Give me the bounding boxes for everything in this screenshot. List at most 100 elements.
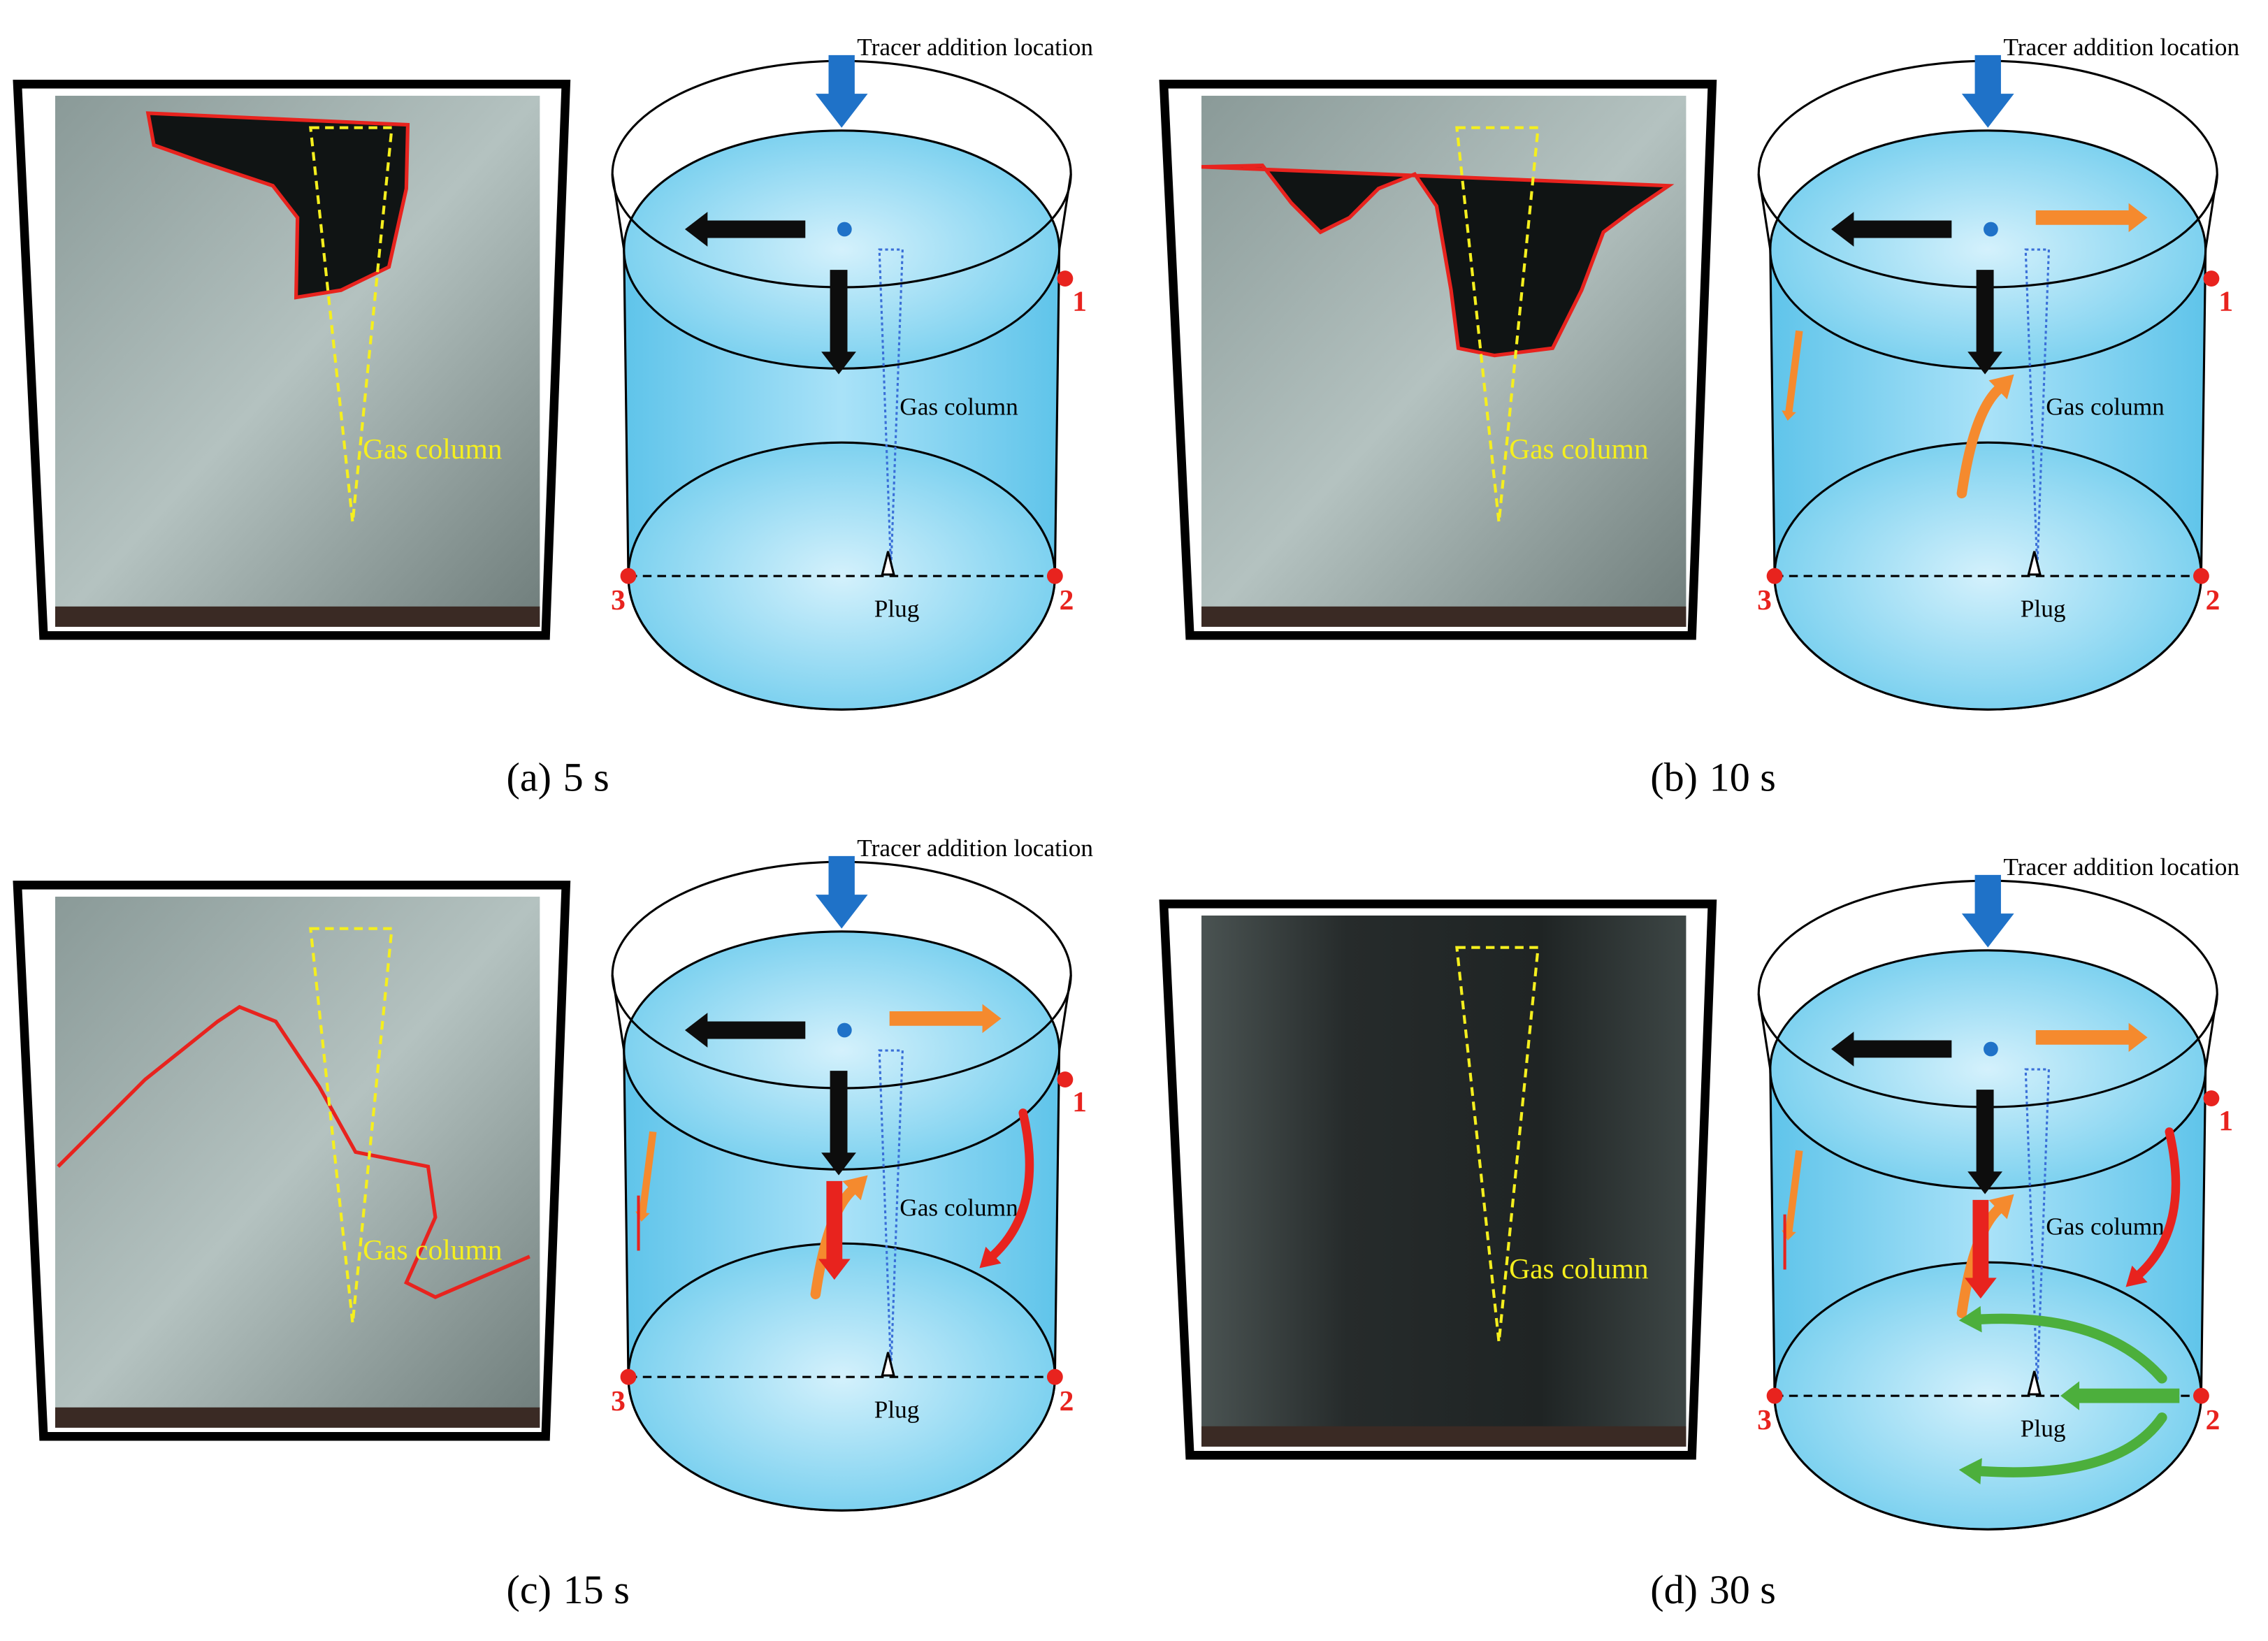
rim-side (611, 974, 626, 1051)
point-label: 2 (1060, 584, 1074, 616)
point-label: 2 (1060, 1385, 1074, 1417)
injection-point (837, 222, 852, 237)
plug-label: Plug (874, 595, 920, 622)
arrow (1782, 1150, 1803, 1241)
photo-label: Gas column (363, 1234, 503, 1266)
tracer-label: Tracer addition location (857, 834, 1093, 862)
arrow (684, 212, 806, 247)
arrow (815, 55, 868, 128)
gas-column-outline (1455, 946, 1540, 1343)
plug (881, 1352, 895, 1377)
arrow (1967, 270, 2003, 375)
rim-side (2204, 993, 2218, 1070)
arrow-head (2125, 1265, 2148, 1287)
arrow (1961, 55, 2014, 128)
photo-label: Gas column (1509, 1252, 1649, 1285)
curved-arrow (1976, 1412, 2167, 1477)
tracer-boundary (1201, 164, 1675, 358)
caption-time: 15 s (563, 1567, 630, 1612)
measure-point (1046, 1368, 1063, 1385)
point-label: 1 (2218, 284, 2233, 317)
plug (2027, 1371, 2042, 1396)
gas-column-label: Gas column (900, 393, 1018, 421)
injection-point (1984, 222, 1998, 237)
curved-arrow (1956, 384, 2003, 499)
injection-point (1984, 1041, 1998, 1057)
tracer-label: Tracer addition location (857, 34, 1093, 61)
caption-label: (b) (1650, 754, 1698, 800)
arrow (889, 1004, 1002, 1034)
arrow (635, 1131, 657, 1222)
photo-bottom (1201, 1426, 1686, 1447)
caption-time: 30 s (1710, 1567, 1776, 1612)
rim-side (1757, 173, 1772, 250)
measure-point (2193, 1387, 2209, 1404)
measure-point (2193, 568, 2209, 584)
arrow (1961, 874, 2014, 948)
measure-point (1046, 568, 1063, 584)
tracer-label: Tracer addition location (2003, 853, 2239, 881)
measure-point (1057, 1071, 1074, 1087)
photo (1201, 915, 1686, 1447)
caption-label: (d) (1650, 1567, 1698, 1612)
arrow (1965, 1199, 1997, 1299)
point-label: 1 (1072, 284, 1087, 317)
arrow-head (842, 1175, 868, 1201)
photo-label: Gas column (1509, 433, 1649, 465)
gas-column (878, 248, 904, 569)
point-label: 3 (611, 1385, 626, 1417)
arrow (1831, 212, 1952, 247)
point-label: 2 (2206, 584, 2220, 616)
measure-point (620, 1368, 637, 1385)
gas-column-outline (309, 126, 393, 523)
point-label: 1 (1072, 1085, 1087, 1118)
point-label: 1 (2218, 1104, 2233, 1136)
panel: Gas column Tracer addition location Gas co… (1159, 34, 2239, 711)
arrow-head (1988, 374, 2014, 400)
arrow (1782, 330, 1803, 421)
measure-point (1057, 270, 1074, 287)
tracer-boundary (145, 111, 410, 300)
caption-label: (c) (506, 1567, 551, 1612)
arrow (815, 855, 868, 929)
gas-column-label: Gas column (2046, 1213, 2165, 1241)
curved-arrow (989, 1108, 1034, 1259)
arrow (684, 1013, 806, 1048)
plug-label: Plug (2021, 595, 2066, 622)
plug-label: Plug (2021, 1415, 2066, 1442)
arrow-head (1958, 1458, 1982, 1484)
gas-column (878, 1049, 904, 1370)
plug (881, 551, 895, 576)
photo (55, 896, 540, 1428)
arrow (818, 1180, 851, 1280)
point-label: 3 (611, 584, 626, 616)
point-label: 2 (2206, 1403, 2220, 1436)
arrow-head (1958, 1306, 1982, 1333)
panel: Gas column Tracer addition location Gas co… (1159, 853, 2239, 1531)
curved-arrow (1976, 1313, 2167, 1384)
caption-time: 5 s (563, 754, 609, 800)
arrow (2035, 203, 2148, 233)
arrow (2060, 1381, 2180, 1410)
photo-bottom (55, 606, 540, 627)
tracer-boundary (57, 1004, 530, 1299)
curved-arrow (2135, 1127, 2181, 1278)
rim-side (2204, 173, 2218, 250)
gas-column (2024, 248, 2051, 569)
panel: Gas column Tracer addition location Gas co… (13, 34, 1093, 711)
arrow (1831, 1032, 1952, 1067)
gas-column-outline (309, 927, 393, 1324)
plug (2027, 551, 2042, 576)
arrow-head (1988, 1194, 2014, 1220)
photo-label: Gas column (363, 433, 503, 465)
point-label: 3 (1757, 1403, 1772, 1436)
caption-label: (a) (506, 754, 551, 800)
gas-column (2024, 1068, 2051, 1389)
gas-column-label: Gas column (900, 1194, 1018, 1222)
measure-point (2203, 1090, 2220, 1106)
panel: Gas column Tracer addition location Gas co… (13, 834, 1093, 1512)
injection-point (837, 1022, 852, 1038)
gas-column-label: Gas column (2046, 393, 2165, 421)
